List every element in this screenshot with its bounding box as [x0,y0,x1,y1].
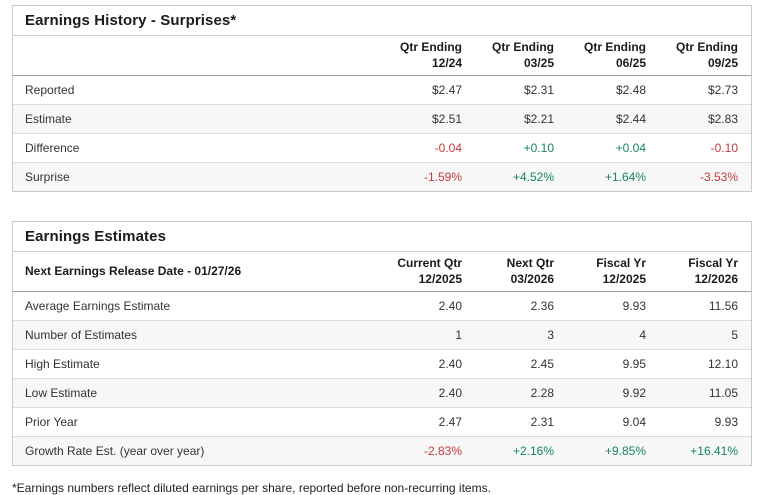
row-label: Average Earnings Estimate [13,291,383,322]
cell-value: $2.48 [567,75,659,106]
table-row: Number of Estimates 1 3 4 5 [13,320,751,351]
column-header-line1: Current Qtr [397,256,462,271]
cell-value: 9.93 [659,407,751,438]
cell-value: $2.47 [383,75,475,106]
cell-value: -1.59% [383,162,475,192]
table-row: Average Earnings Estimate 2.40 2.36 9.93… [13,291,751,322]
column-header-line2: 06/25 [615,55,646,70]
row-label: Number of Estimates [13,320,383,351]
table-row: Low Estimate 2.40 2.28 9.92 11.05 [13,378,751,409]
cell-value: $2.31 [475,75,567,106]
next-earnings-release-date: Next Earnings Release Date - 01/27/26 [13,252,383,293]
cell-value: 2.40 [383,291,475,322]
table-row: Difference -0.04 +0.10 +0.04 -0.10 [13,133,751,164]
cell-value: 5 [659,320,751,351]
cell-value: -0.10 [659,133,751,164]
cell-value: 11.05 [659,378,751,409]
cell-value: $2.73 [659,75,751,106]
cell-value: +4.52% [475,162,567,192]
column-header-line2: 09/25 [707,55,738,70]
column-header-line2: 12/2026 [694,271,738,286]
column-header-line2: 12/24 [431,55,462,70]
cell-value: 2.40 [383,378,475,409]
row-label: Reported [13,75,383,106]
cell-value: 2.28 [475,378,567,409]
row-label: High Estimate [13,349,383,380]
row-label: Prior Year [13,407,383,438]
cell-value: 9.95 [567,349,659,380]
column-header-line1: Fiscal Yr [688,256,738,271]
cell-value: 2.31 [475,407,567,438]
row-label: Low Estimate [13,378,383,409]
table-row: High Estimate 2.40 2.45 9.95 12.10 [13,349,751,380]
cell-value: 9.93 [567,291,659,322]
row-label: Estimate [13,104,383,135]
cell-value: 2.40 [383,349,475,380]
table-row: Estimate $2.51 $2.21 $2.44 $2.83 [13,104,751,135]
cell-value: -3.53% [659,162,751,192]
table-row: Surprise -1.59% +4.52% +1.64% -3.53% [13,162,751,192]
column-header-line1: Fiscal Yr [596,256,646,271]
cell-value: +16.41% [659,436,751,466]
cell-value: +0.04 [567,133,659,164]
cell-value: 2.36 [475,291,567,322]
column-header-line2: 12/2025 [418,271,462,286]
row-label: Growth Rate Est. (year over year) [13,436,383,466]
earnings-section: Earnings History - Surprises* Qtr Ending… [12,5,752,495]
earnings-history-panel: Earnings History - Surprises* Qtr Ending… [12,5,752,193]
header-spacer [13,36,383,77]
earnings-history-title: Earnings History - Surprises* [13,6,751,36]
table-row: Growth Rate Est. (year over year) -2.83%… [13,436,751,466]
cell-value: 2.45 [475,349,567,380]
cell-value: 9.04 [567,407,659,438]
cell-value: -2.83% [383,436,475,466]
cell-value: $2.21 [475,104,567,135]
column-header-line1: Qtr Ending [676,40,738,54]
column-header: Qtr Ending 09/25 [659,36,751,77]
column-header: Fiscal Yr 12/2026 [659,252,751,293]
column-header: Qtr Ending 03/25 [475,36,567,77]
cell-value: +1.64% [567,162,659,192]
table-row: Prior Year 2.47 2.31 9.04 9.93 [13,407,751,438]
row-label: Difference [13,133,383,164]
cell-value: +2.16% [475,436,567,466]
column-header: Current Qtr 12/2025 [383,252,475,293]
cell-value: +9.85% [567,436,659,466]
earnings-estimates-title: Earnings Estimates [13,222,751,253]
column-header: Fiscal Yr 12/2025 [567,252,659,293]
column-header-line2: 03/25 [523,55,554,70]
cell-value: 4 [567,320,659,351]
table-row: Reported $2.47 $2.31 $2.48 $2.73 [13,75,751,106]
cell-value: 1 [383,320,475,351]
column-header: Qtr Ending 12/24 [383,36,475,77]
earnings-history-table: Qtr Ending 12/24 Qtr Ending 03/25 Qtr Endi… [13,36,751,192]
column-header-line1: Qtr Ending [584,40,646,54]
earnings-estimates-panel: Earnings Estimates Next Earnings Release… [12,221,752,467]
cell-value: $2.83 [659,104,751,135]
cell-value: $2.44 [567,104,659,135]
column-header-line1: Qtr Ending [492,40,554,54]
column-header-line2: 03/2026 [510,271,554,286]
cell-value: 3 [475,320,567,351]
column-header-line1: Next Qtr [506,256,554,271]
earnings-footnote: *Earnings numbers reflect diluted earnin… [12,481,491,495]
column-header-line2: 12/2025 [602,271,646,286]
cell-value: -0.04 [383,133,475,164]
row-label: Surprise [13,162,383,192]
column-header-line1: Qtr Ending [400,40,462,54]
cell-value: +0.10 [475,133,567,164]
earnings-estimates-table: Next Earnings Release Date - 01/27/26 Cu… [13,252,751,466]
column-header: Next Qtr 03/2026 [475,252,567,293]
cell-value: 9.92 [567,378,659,409]
table-header-row: Next Earnings Release Date - 01/27/26 Cu… [13,252,751,293]
cell-value: 11.56 [659,291,751,322]
cell-value: 2.47 [383,407,475,438]
cell-value: $2.51 [383,104,475,135]
cell-value: 12.10 [659,349,751,380]
table-header-row: Qtr Ending 12/24 Qtr Ending 03/25 Qtr Endi… [13,36,751,77]
column-header: Qtr Ending 06/25 [567,36,659,77]
